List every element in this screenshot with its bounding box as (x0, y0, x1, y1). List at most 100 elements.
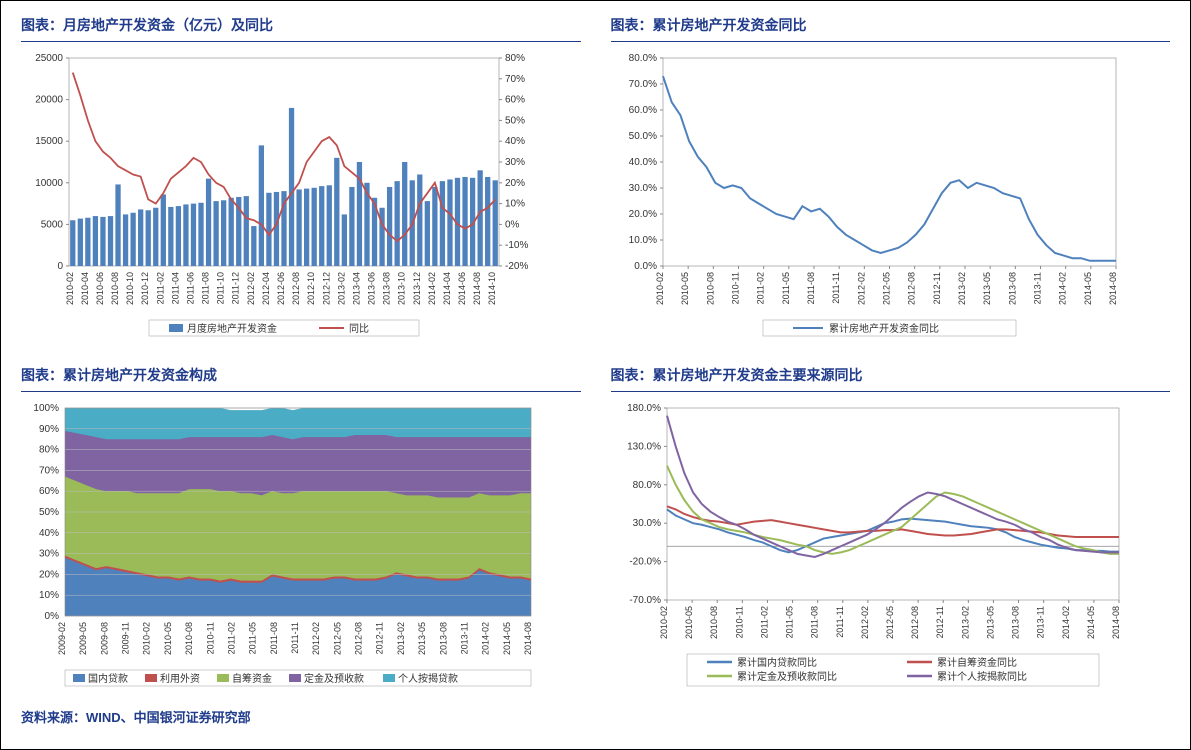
svg-text:2014-08: 2014-08 (1108, 272, 1118, 305)
svg-text:2012-08: 2012-08 (906, 272, 916, 305)
svg-text:2014-05: 2014-05 (1085, 606, 1095, 639)
svg-text:2013-04: 2013-04 (351, 272, 361, 305)
svg-text:2012-02: 2012-02 (856, 272, 866, 305)
svg-text:40.0%: 40.0% (628, 157, 656, 168)
svg-text:2010-04: 2010-04 (80, 272, 90, 305)
svg-text:2014-05: 2014-05 (502, 622, 512, 655)
chart2-canvas: 0.0%10.0%20.0%30.0%40.0%50.0%60.0%70.0%8… (611, 48, 1171, 351)
svg-text:2014-10: 2014-10 (487, 272, 497, 305)
svg-text:2011-05: 2011-05 (248, 622, 258, 654)
svg-text:2009-02: 2009-02 (57, 622, 67, 655)
svg-text:2012-02: 2012-02 (311, 622, 321, 655)
svg-text:2011-08: 2011-08 (809, 606, 819, 638)
svg-text:40%: 40% (39, 528, 59, 539)
svg-text:2010-02: 2010-02 (659, 606, 669, 639)
svg-text:60%: 60% (505, 95, 525, 106)
svg-text:2013-08: 2013-08 (438, 622, 448, 655)
svg-text:2013-06: 2013-06 (367, 272, 377, 305)
source-label: 资料来源：WIND、中国银河证券研究部 (21, 701, 1170, 726)
svg-text:2011-05: 2011-05 (784, 606, 794, 638)
svg-text:2013-02: 2013-02 (957, 272, 967, 305)
svg-text:2014-02: 2014-02 (1060, 606, 1070, 639)
svg-text:累计定金及预收款同比: 累计定金及预收款同比 (737, 670, 837, 683)
svg-text:2013-08: 2013-08 (1007, 272, 1017, 305)
svg-text:0.0%: 0.0% (634, 261, 657, 272)
svg-text:2012-12: 2012-12 (321, 272, 331, 305)
svg-text:2012-11: 2012-11 (931, 272, 941, 304)
svg-text:2013-05: 2013-05 (982, 272, 992, 305)
svg-text:20000: 20000 (35, 95, 63, 106)
svg-text:2012-11: 2012-11 (375, 622, 385, 654)
svg-text:2012-02: 2012-02 (246, 272, 256, 305)
svg-text:10%: 10% (505, 199, 525, 210)
svg-text:-10%: -10% (505, 240, 528, 251)
chart1-title: 图表：月房地产开发资金（亿元）及同比 (21, 11, 581, 42)
svg-text:2012-04: 2012-04 (261, 272, 271, 305)
svg-text:-20%: -20% (505, 261, 528, 272)
svg-text:2010-05: 2010-05 (684, 606, 694, 639)
svg-text:100%: 100% (33, 403, 59, 414)
svg-text:2011-05: 2011-05 (780, 272, 790, 304)
svg-text:累计个人按揭款同比: 累计个人按揭款同比 (937, 670, 1027, 683)
svg-text:80%: 80% (505, 53, 525, 64)
svg-text:2013-10: 2013-10 (397, 272, 407, 305)
chart1-canvas: 0500010000150002000025000-20%-10%0%10%20… (21, 48, 581, 351)
svg-text:2011-08: 2011-08 (806, 272, 816, 304)
svg-text:20.0%: 20.0% (628, 209, 656, 220)
svg-text:国内贷款: 国内贷款 (88, 672, 128, 685)
svg-text:2011-08: 2011-08 (201, 272, 211, 304)
svg-text:10000: 10000 (35, 178, 63, 189)
svg-text:2012-11: 2012-11 (935, 606, 945, 638)
svg-text:70%: 70% (39, 465, 59, 476)
svg-text:2013-05: 2013-05 (985, 606, 995, 639)
svg-text:2011-11: 2011-11 (834, 606, 844, 638)
svg-text:2013-02: 2013-02 (396, 622, 406, 655)
chart2-svg: 0.0%10.0%20.0%30.0%40.0%50.0%60.0%70.0%8… (611, 48, 1131, 338)
dashboard: 图表：月房地产开发资金（亿元）及同比 050001000015000200002… (0, 0, 1191, 750)
svg-text:80.0%: 80.0% (628, 53, 656, 64)
svg-text:0: 0 (57, 261, 63, 272)
svg-text:2010-11: 2010-11 (205, 622, 215, 654)
svg-text:0%: 0% (505, 219, 520, 230)
chart1-svg: 0500010000150002000025000-20%-10%0%10%20… (21, 48, 541, 338)
chart4-canvas: -70.0%-20.0%30.0%80.0%130.0%180.0%2010-0… (611, 398, 1171, 701)
svg-text:自筹资金: 自筹资金 (232, 672, 272, 685)
svg-text:2014-02: 2014-02 (481, 622, 491, 655)
svg-text:利用外资: 利用外资 (160, 673, 200, 685)
svg-text:个人按揭贷款: 个人按揭贷款 (398, 672, 458, 685)
svg-text:累计自筹资金同比: 累计自筹资金同比 (937, 656, 1017, 669)
svg-text:2014-02: 2014-02 (1057, 272, 1067, 305)
svg-text:2013-11: 2013-11 (1032, 272, 1042, 304)
svg-text:15000: 15000 (35, 136, 63, 147)
svg-text:60.0%: 60.0% (628, 105, 656, 116)
svg-text:70.0%: 70.0% (628, 79, 656, 90)
svg-text:2011-02: 2011-02 (755, 272, 765, 304)
svg-text:2013-05: 2013-05 (417, 622, 427, 655)
svg-text:2011-04: 2011-04 (170, 272, 180, 304)
svg-text:2010-10: 2010-10 (125, 272, 135, 305)
svg-text:10.0%: 10.0% (628, 235, 656, 246)
svg-text:180.0%: 180.0% (627, 403, 661, 414)
svg-text:2014-02: 2014-02 (427, 272, 437, 305)
svg-text:2012-06: 2012-06 (276, 272, 286, 305)
svg-text:2014-08: 2014-08 (523, 622, 533, 655)
svg-text:80%: 80% (39, 445, 59, 456)
svg-text:0%: 0% (45, 611, 60, 622)
svg-text:80.0%: 80.0% (632, 480, 660, 491)
svg-text:2014-05: 2014-05 (1082, 272, 1092, 305)
svg-text:2010-02: 2010-02 (655, 272, 665, 305)
panel-chart2: 图表：累计房地产开发资金同比 0.0%10.0%20.0%30.0%40.0%5… (611, 11, 1171, 351)
svg-text:定金及预收款: 定金及预收款 (304, 672, 364, 685)
svg-text:2011-02: 2011-02 (759, 606, 769, 638)
svg-text:2014-08: 2014-08 (472, 272, 482, 305)
svg-text:2013-11: 2013-11 (1035, 606, 1045, 638)
chart4-title: 图表：累计房地产开发资金主要来源同比 (611, 361, 1171, 392)
svg-text:-20.0%: -20.0% (629, 557, 661, 568)
svg-text:月度房地产开发资金: 月度房地产开发资金 (187, 322, 277, 335)
svg-text:2009-08: 2009-08 (99, 622, 109, 655)
svg-text:2010-05: 2010-05 (680, 272, 690, 305)
svg-text:40%: 40% (505, 136, 525, 147)
svg-text:2011-11: 2011-11 (290, 622, 300, 654)
panel-chart4: 图表：累计房地产开发资金主要来源同比 -70.0%-20.0%30.0%80.0… (611, 361, 1171, 701)
svg-text:2011-08: 2011-08 (269, 622, 279, 654)
